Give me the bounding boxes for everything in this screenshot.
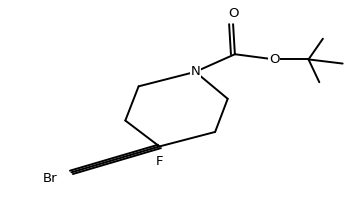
- Text: F: F: [156, 155, 163, 168]
- Text: O: O: [228, 7, 238, 20]
- Text: O: O: [269, 53, 280, 66]
- Text: Br: Br: [43, 172, 57, 185]
- Text: N: N: [190, 65, 200, 78]
